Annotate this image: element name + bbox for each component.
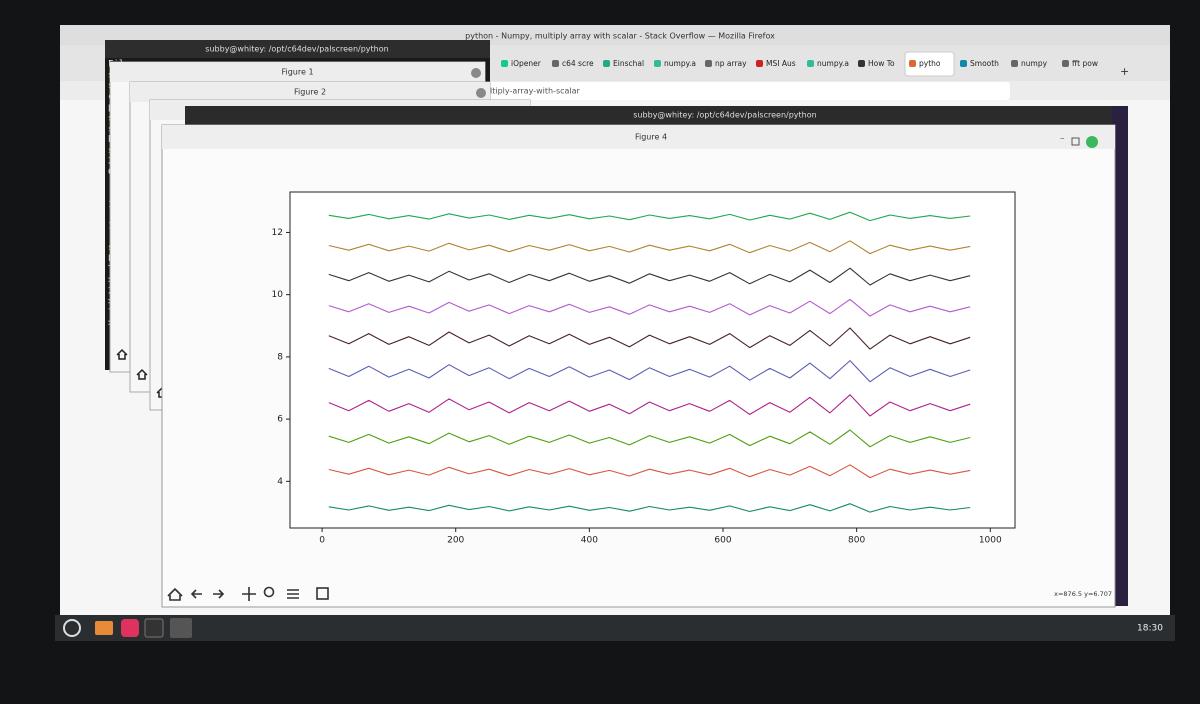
series-line xyxy=(328,298,971,317)
tab-label: Smooth xyxy=(970,59,999,68)
figure-titlebar xyxy=(130,82,490,102)
forward-button[interactable] xyxy=(213,589,225,599)
tab[interactable] xyxy=(752,52,801,76)
terminal-title: subby@whitey: /opt/c64dev/palscreen/pyth… xyxy=(205,45,388,54)
home-button[interactable] xyxy=(116,348,128,360)
taskbar xyxy=(55,615,1175,641)
clock: 18:30 xyxy=(1137,624,1163,634)
home-button[interactable] xyxy=(167,587,183,601)
tab-icon xyxy=(603,60,610,67)
tab-label: How To xyxy=(868,59,895,68)
tab-label: MSI Aus xyxy=(766,59,796,68)
tab[interactable] xyxy=(701,52,750,76)
tab-icon xyxy=(501,60,508,67)
figure-title: Figure 4 xyxy=(635,133,667,142)
firefox-icon[interactable] xyxy=(121,619,139,637)
toolbar xyxy=(167,586,329,601)
y-tick-label: 12 xyxy=(272,228,283,238)
save-button[interactable] xyxy=(316,587,329,600)
maximize[interactable] xyxy=(1071,137,1080,146)
tab-label: numpy.a xyxy=(817,59,849,68)
back-button[interactable] xyxy=(190,589,202,599)
browser-title: python - Numpy, multiply array with scal… xyxy=(465,32,775,41)
tab-icon xyxy=(858,60,865,67)
tab-icon xyxy=(705,60,712,67)
tab[interactable] xyxy=(548,52,597,76)
cursor-status: x=876.5 y=6.707 xyxy=(1054,590,1112,598)
y-tick-label: 8 xyxy=(277,352,283,362)
tab-icon xyxy=(909,60,916,67)
tab-label: fft pow xyxy=(1072,59,1098,68)
x-tick-label: 200 xyxy=(447,536,464,546)
terminal-titlebar xyxy=(105,40,490,58)
y-tick-label: 4 xyxy=(277,477,283,487)
tab-label: numpy xyxy=(1021,59,1048,68)
tab[interactable] xyxy=(1058,52,1107,76)
series-line xyxy=(328,240,971,255)
tab-label: numpy.a xyxy=(664,59,696,68)
tab[interactable] xyxy=(803,52,852,76)
files-icon[interactable] xyxy=(95,621,113,635)
tab-icon xyxy=(552,60,559,67)
x-tick-label: 800 xyxy=(848,536,865,546)
tab-label: iOpener xyxy=(511,59,542,68)
url: ltiply-array-with-scalar xyxy=(490,87,581,96)
y-tick-label: 10 xyxy=(272,290,284,300)
x-tick-label: 1000 xyxy=(979,536,1002,546)
python-window-title: subby@whitey: /opt/c64dev/palscreen/pyth… xyxy=(633,111,816,120)
series-line xyxy=(328,327,971,350)
window-edge xyxy=(1112,106,1128,606)
series-line xyxy=(328,360,971,383)
tab-icon xyxy=(960,60,967,67)
tab-icon xyxy=(1062,60,1069,67)
series-line xyxy=(328,503,971,513)
figure-title: Figure 2 xyxy=(294,88,326,97)
tabs: iOpener c64 scre Einschal numpy.a np array MS… xyxy=(497,51,1107,77)
series-line xyxy=(328,464,971,479)
tab-label: c64 scre xyxy=(562,59,594,68)
tab[interactable] xyxy=(599,52,648,76)
tab[interactable] xyxy=(497,52,546,76)
url-bar[interactable] xyxy=(480,82,1010,100)
configure-button[interactable] xyxy=(287,589,299,599)
series-line xyxy=(328,429,971,448)
close-button[interactable] xyxy=(471,68,481,78)
series-line xyxy=(328,394,971,417)
series-line xyxy=(328,267,971,286)
plot-area: 4 6 8 10 12 0 200 400 600 800 1000 xyxy=(272,211,1002,546)
tab-icon xyxy=(756,60,763,67)
x-tick-label: 0 xyxy=(319,536,325,546)
tab[interactable] xyxy=(956,52,1005,76)
x-tick-label: 400 xyxy=(581,536,598,546)
close-button[interactable] xyxy=(476,88,486,98)
tab-icon xyxy=(654,60,661,67)
new-tab[interactable]: + xyxy=(1120,65,1129,78)
y-tick-label: 6 xyxy=(277,415,283,425)
tab-label: pytho xyxy=(919,59,941,68)
menu-button[interactable] xyxy=(63,619,81,637)
tab-label: np array xyxy=(715,59,747,68)
tab[interactable] xyxy=(650,52,699,76)
figure-titlebar xyxy=(110,62,485,82)
home-button[interactable] xyxy=(136,368,148,380)
zoom-button[interactable] xyxy=(263,586,275,598)
tab-icon xyxy=(807,60,814,67)
tab[interactable] xyxy=(1007,52,1056,76)
x-tick-label: 600 xyxy=(714,536,731,546)
figure-title: Figure 1 xyxy=(281,68,313,77)
close-button[interactable] xyxy=(1086,136,1098,148)
tab[interactable] xyxy=(854,52,903,76)
series-line xyxy=(328,211,971,222)
python-icon[interactable] xyxy=(170,618,192,638)
minimize[interactable]: – xyxy=(1060,134,1065,144)
figure-titlebar xyxy=(162,125,1115,149)
terminal-icon[interactable] xyxy=(144,618,164,638)
tab[interactable] xyxy=(904,51,955,77)
tab-label: Einschal xyxy=(613,59,644,68)
pan-button[interactable] xyxy=(242,587,256,601)
axes xyxy=(289,191,1016,529)
tab-icon xyxy=(1011,60,1018,67)
